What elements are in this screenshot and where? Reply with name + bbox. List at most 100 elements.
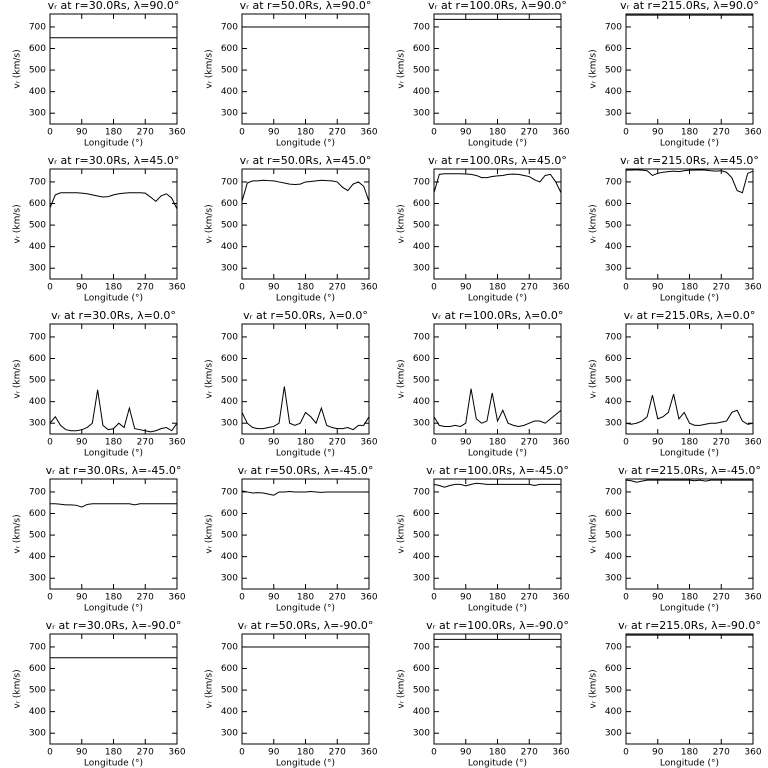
x-tick-label: 90 [268, 593, 280, 603]
x-axis-label: Longitude (°) [276, 139, 335, 149]
plot-frame [241, 168, 370, 280]
y-tick-label: 400 [29, 707, 46, 717]
y-tick-label: 600 [29, 354, 46, 364]
y-tick-label: 300 [29, 574, 46, 584]
x-tick-label: 0 [431, 748, 437, 758]
y-tick-label: 400 [221, 242, 238, 252]
x-tick-label: 360 [168, 593, 185, 603]
x-axis-label: Longitude (°) [84, 294, 143, 304]
x-tick-label: 360 [168, 748, 185, 758]
y-tick-label: 600 [221, 199, 238, 209]
chart-title: vᵣ at r=50.0Rs, λ=90.0° [240, 0, 372, 12]
y-tick-label: 700 [413, 487, 430, 497]
y-tick-label: 400 [605, 87, 622, 97]
y-tick-label: 500 [605, 376, 622, 386]
x-tick-label: 90 [652, 438, 664, 448]
x-tick-label: 0 [623, 283, 629, 293]
y-tick-label: 300 [605, 574, 622, 584]
x-tick-label: 270 [329, 748, 346, 758]
x-tick-label: 90 [76, 593, 88, 603]
y-axis-label: vᵣ (km/s) [589, 514, 599, 553]
y-axis-label: vᵣ (km/s) [13, 514, 23, 553]
x-tick-label: 0 [431, 283, 437, 293]
panel: vᵣ at r=215.0Rs, λ=-45.0° Longitude (°) vᵣ… [589, 464, 762, 614]
x-tick-label: 180 [489, 438, 506, 448]
y-tick-label: 600 [29, 199, 46, 209]
y-tick-label: 400 [29, 552, 46, 562]
x-tick-label: 0 [431, 128, 437, 138]
y-tick-label: 600 [29, 509, 46, 519]
x-tick-label: 0 [47, 593, 53, 603]
y-axis-label: vᵣ (km/s) [205, 49, 215, 88]
y-tick-label: 600 [605, 664, 622, 674]
x-tick-label: 360 [552, 283, 569, 293]
y-tick-label: 400 [605, 552, 622, 562]
x-tick-label: 360 [744, 128, 761, 138]
x-tick-label: 360 [360, 593, 377, 603]
panel: vᵣ at r=50.0Rs, λ=-90.0° Longitude (°) vᵣ … [205, 619, 378, 768]
y-tick-label: 700 [221, 332, 238, 342]
x-tick-label: 270 [713, 593, 730, 603]
plot-frame [433, 633, 562, 745]
y-tick-label: 400 [413, 87, 430, 97]
y-tick-label: 300 [221, 419, 238, 429]
y-tick-label: 600 [413, 199, 430, 209]
chart-title: vᵣ at r=215.0Rs, λ=-45.0° [618, 464, 761, 477]
plot-frame [625, 13, 754, 125]
data-line [49, 192, 178, 210]
y-tick-label: 700 [413, 22, 430, 32]
chart-title: vᵣ at r=30.0Rs, λ=0.0° [51, 309, 176, 322]
chart-title: vᵣ at r=30.0Rs, λ=45.0° [48, 154, 180, 167]
x-tick-label: 360 [552, 748, 569, 758]
y-tick-label: 500 [605, 66, 622, 76]
x-tick-label: 0 [623, 593, 629, 603]
x-tick-label: 180 [489, 748, 506, 758]
x-tick-label: 360 [360, 748, 377, 758]
y-tick-label: 700 [413, 332, 430, 342]
x-tick-label: 270 [521, 128, 538, 138]
x-tick-label: 180 [681, 128, 698, 138]
x-tick-label: 180 [489, 128, 506, 138]
panel: vᵣ at r=215.0Rs, λ=90.0° Longitude (°) vᵣ … [589, 0, 762, 149]
y-tick-label: 400 [413, 242, 430, 252]
x-tick-label: 0 [239, 283, 245, 293]
x-tick-label: 360 [744, 438, 761, 448]
x-tick-label: 270 [713, 283, 730, 293]
panel: vᵣ at r=215.0Rs, λ=-90.0° Longitude (°) vᵣ… [589, 619, 762, 768]
x-tick-label: 180 [297, 438, 314, 448]
plot-frame [625, 168, 754, 280]
y-tick-label: 600 [221, 354, 238, 364]
x-tick-label: 360 [360, 283, 377, 293]
chart-title: vᵣ at r=50.0Rs, λ=45.0° [240, 154, 372, 167]
y-tick-label: 500 [29, 686, 46, 696]
panel: vᵣ at r=50.0Rs, λ=0.0° Longitude (°) vᵣ (k… [205, 309, 378, 459]
plot-frame [241, 633, 370, 745]
x-tick-label: 270 [713, 128, 730, 138]
data-line [625, 479, 753, 483]
x-tick-label: 360 [168, 128, 185, 138]
y-tick-label: 300 [29, 109, 46, 119]
x-tick-label: 360 [744, 748, 761, 758]
y-tick-label: 500 [413, 686, 430, 696]
x-tick-label: 180 [297, 748, 314, 758]
chart-title: vᵣ at r=100.0Rs, λ=90.0° [428, 0, 567, 12]
panel: vᵣ at r=50.0Rs, λ=90.0° Longitude (°) vᵣ (… [205, 0, 378, 149]
y-tick-label: 400 [221, 552, 238, 562]
x-tick-label: 90 [76, 128, 88, 138]
x-tick-label: 360 [744, 593, 761, 603]
y-tick-label: 500 [605, 686, 622, 696]
y-tick-label: 400 [29, 242, 46, 252]
x-tick-label: 270 [137, 748, 154, 758]
y-tick-label: 300 [605, 264, 622, 274]
y-axis-label: vᵣ (km/s) [397, 204, 407, 243]
x-tick-label: 0 [239, 748, 245, 758]
y-axis-label: vᵣ (km/s) [205, 669, 215, 708]
panel: vᵣ at r=100.0Rs, λ=0.0° Longitude (°) vᵣ (… [397, 309, 570, 459]
chart-title: vᵣ at r=30.0Rs, λ=-90.0° [46, 619, 182, 632]
data-line [241, 386, 370, 431]
y-tick-label: 600 [413, 509, 430, 519]
y-tick-label: 700 [605, 22, 622, 32]
x-axis-label: Longitude (°) [660, 139, 719, 149]
panel: vᵣ at r=100.0Rs, λ=90.0° Longitude (°) vᵣ … [397, 0, 570, 149]
